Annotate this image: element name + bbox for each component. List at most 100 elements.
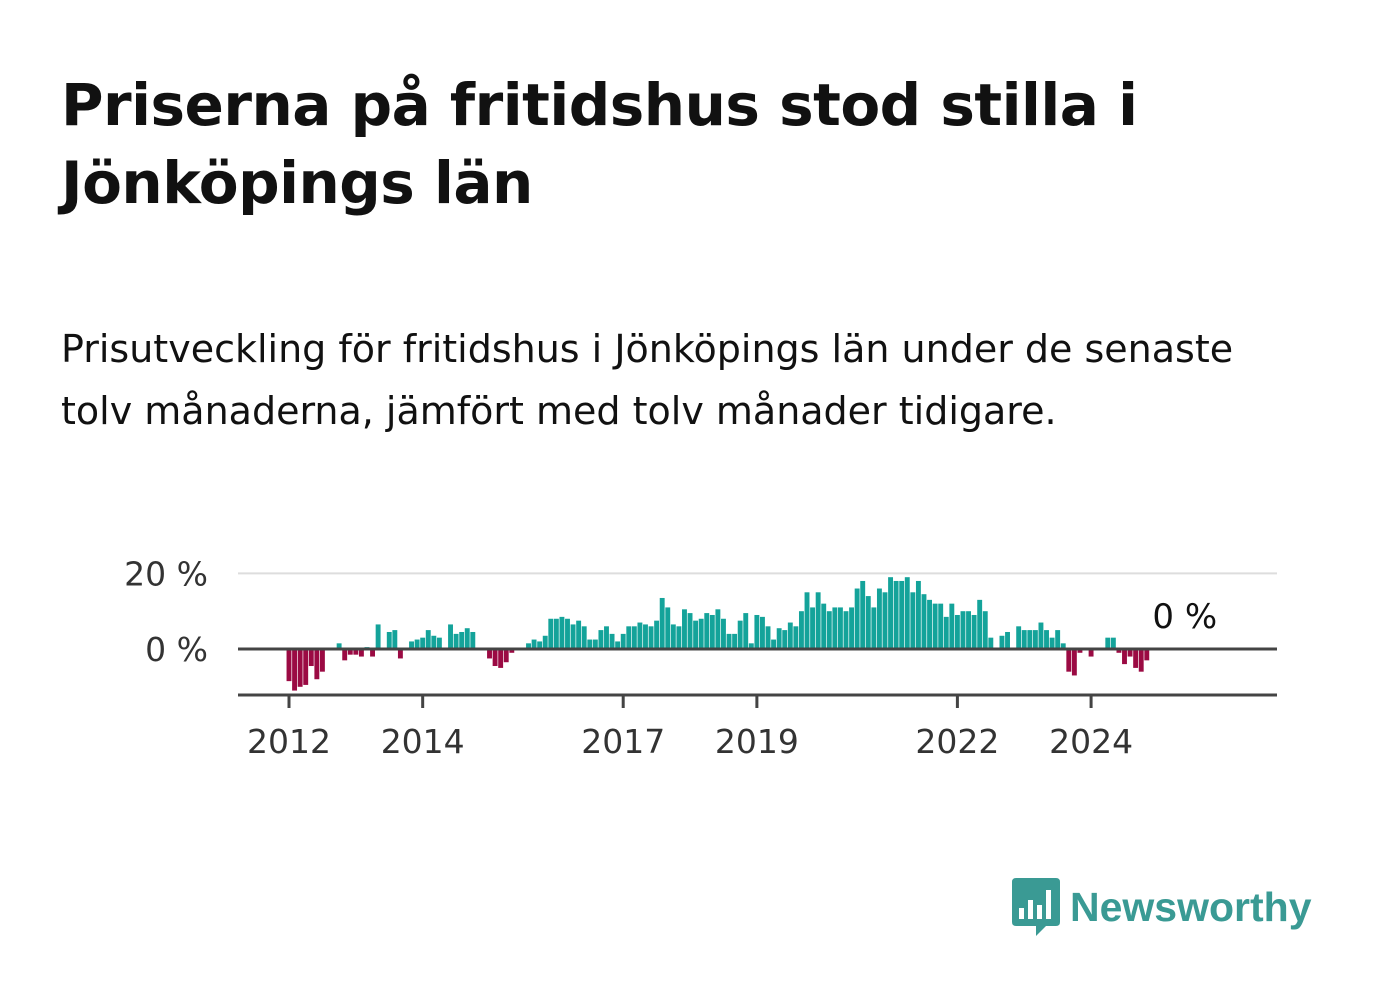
bar	[637, 622, 643, 649]
bar	[648, 626, 654, 649]
bar	[765, 626, 771, 649]
bar	[698, 618, 704, 649]
bar	[988, 637, 994, 649]
bar	[1122, 649, 1127, 665]
bar	[1110, 637, 1116, 649]
bar	[604, 626, 609, 649]
chart-subtitle: Prisutveckling för fritidshus i Jönköpin…	[61, 327, 1234, 433]
bar	[1060, 643, 1066, 649]
bar	[737, 620, 743, 649]
bar	[938, 603, 944, 649]
bar	[1105, 637, 1111, 649]
bar	[854, 588, 860, 649]
bar	[837, 607, 843, 649]
bar	[498, 649, 504, 668]
bar	[715, 609, 721, 649]
x-tick-label: 2017	[581, 722, 665, 761]
bar	[286, 649, 292, 682]
bar	[982, 611, 988, 649]
bar	[760, 616, 765, 649]
bar	[732, 633, 738, 649]
bar	[1016, 626, 1022, 649]
bar	[748, 643, 754, 649]
bar	[448, 624, 453, 649]
bar	[709, 614, 715, 649]
bar	[492, 649, 498, 667]
bar	[292, 649, 298, 691]
bar	[1049, 637, 1055, 649]
bar	[559, 616, 565, 649]
bar	[659, 597, 665, 649]
bar	[342, 649, 348, 661]
bar	[999, 635, 1005, 649]
bar	[319, 649, 325, 672]
bar	[687, 613, 693, 649]
bar	[1038, 622, 1044, 649]
x-tick-label: 2014	[381, 722, 465, 761]
bar	[1005, 631, 1010, 649]
bar	[548, 618, 554, 649]
bar	[793, 626, 799, 649]
bar	[704, 613, 710, 649]
bar	[654, 620, 660, 649]
bar	[576, 620, 582, 649]
bar	[949, 603, 955, 649]
bar	[670, 624, 676, 649]
bar	[977, 599, 983, 649]
bar	[1077, 649, 1083, 653]
bar	[843, 611, 849, 649]
bar	[915, 580, 921, 649]
bar	[1027, 630, 1033, 649]
bar	[503, 649, 509, 663]
bar	[754, 614, 760, 649]
bar	[537, 641, 543, 649]
bar	[459, 631, 465, 649]
bar	[587, 639, 593, 649]
bar	[542, 635, 548, 649]
bar	[1032, 630, 1038, 649]
bar	[821, 603, 827, 649]
bar	[643, 624, 648, 649]
bar	[1133, 649, 1139, 668]
bar	[1044, 630, 1049, 649]
bar	[581, 626, 587, 649]
bar	[570, 624, 576, 649]
bar	[1055, 630, 1061, 649]
bar-chart: 0 % 20 % 2012 2014 2017 2019 2022 2024 0 %	[124, 554, 1277, 761]
last-value-label: 0 %	[1152, 597, 1217, 637]
bar	[832, 607, 838, 649]
bar	[904, 577, 910, 649]
bar	[553, 618, 559, 649]
bar	[721, 618, 726, 649]
bar	[420, 637, 426, 649]
bar	[347, 649, 353, 655]
bar	[565, 618, 570, 649]
bar	[876, 588, 882, 649]
bar	[453, 633, 459, 649]
x-tick-label: 2024	[1049, 722, 1133, 761]
bar	[526, 643, 531, 649]
bar	[798, 611, 804, 649]
x-tick-label: 2022	[915, 722, 999, 761]
bar	[392, 630, 398, 649]
bar	[682, 609, 687, 649]
bar	[1021, 630, 1027, 649]
bar	[971, 614, 977, 649]
bar	[1138, 649, 1144, 672]
bar	[464, 628, 470, 649]
bar	[921, 594, 927, 649]
bar	[370, 649, 375, 657]
bar	[927, 599, 932, 649]
bar	[631, 626, 637, 649]
bar	[893, 580, 899, 649]
bar	[899, 580, 905, 649]
bar	[743, 613, 749, 649]
bar	[726, 633, 732, 649]
bar	[960, 611, 966, 649]
bar	[358, 649, 364, 657]
bar	[397, 649, 403, 659]
bar	[1116, 649, 1122, 653]
bar	[849, 607, 855, 649]
bar	[882, 592, 888, 649]
bar	[776, 628, 782, 649]
